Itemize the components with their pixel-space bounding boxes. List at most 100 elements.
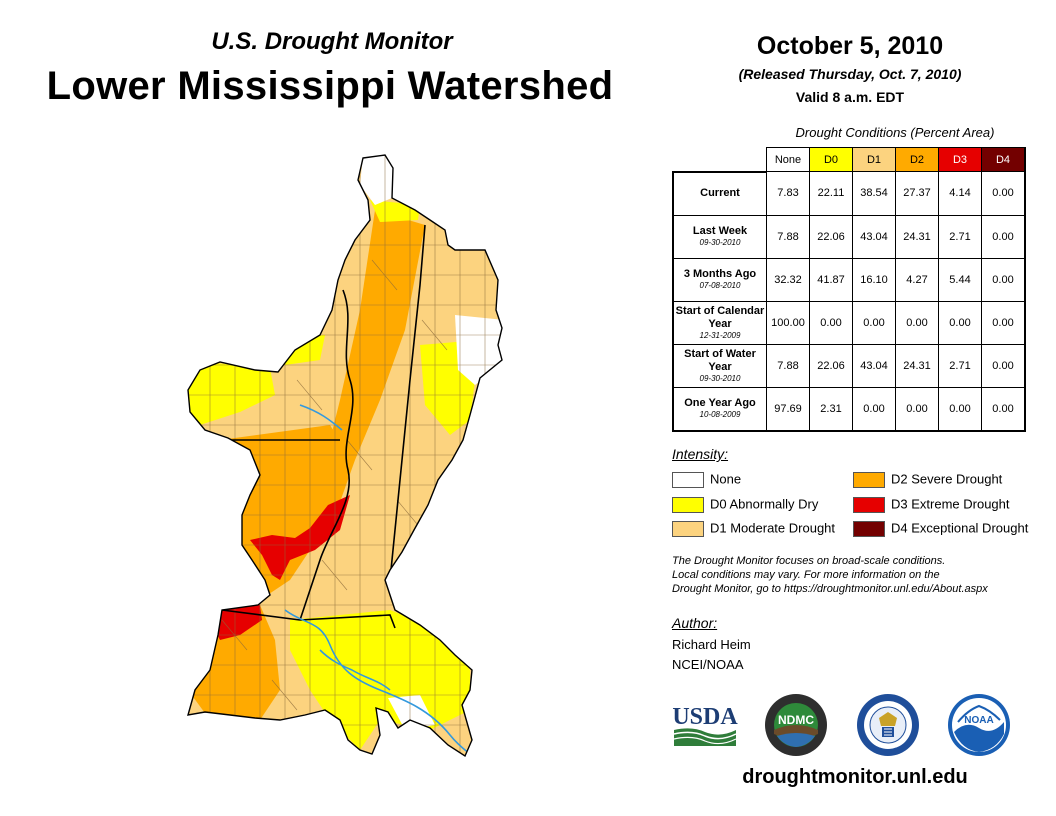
table-cell: 0.00 (895, 300, 939, 345)
row-label: 3 Months Ago 07-08-2010 (672, 257, 767, 302)
table-cell: 0.00 (981, 343, 1026, 388)
table-cell: 27.37 (895, 171, 939, 216)
table-row: 3 Months Ago 07-08-2010 32.32 41.87 16.10… (672, 257, 1026, 302)
table-cell: 0.00 (895, 386, 939, 432)
col-header-d0: D0 (809, 147, 853, 172)
legend-label: D0 Abnormally Dry (710, 496, 819, 512)
legend-item-d3: D3 Extreme Drought (853, 495, 1010, 513)
legend-swatch (853, 471, 885, 488)
table-cell: 2.31 (809, 386, 853, 432)
legend-label: D3 Extreme Drought (891, 496, 1010, 512)
row-date: 09-30-2010 (699, 238, 741, 247)
legend-label: D2 Severe Drought (891, 471, 1003, 487)
table-cell: 0.00 (809, 300, 853, 345)
table-cell: 0.00 (981, 214, 1026, 259)
row-label-text: Start of Water Year (684, 347, 756, 373)
map-title: Lower Mississippi Watershed (46, 64, 614, 108)
legend-swatch (853, 496, 885, 513)
row-label-text: Start of Calendar Year (675, 304, 765, 330)
col-header-d2: D2 (895, 147, 939, 172)
table-cell: 38.54 (852, 171, 896, 216)
table-cell: 0.00 (852, 386, 896, 432)
table-corner (673, 147, 767, 173)
table-cell: 0.00 (981, 386, 1026, 432)
table-cell: 0.00 (981, 171, 1026, 216)
legend-swatch (672, 520, 704, 537)
table-cell: 0.00 (981, 300, 1026, 345)
d0-zone-west (188, 360, 275, 425)
table-cell: 7.88 (766, 343, 810, 388)
table-cell: 41.87 (809, 257, 853, 302)
row-label: One Year Ago 10-08-2009 (672, 386, 767, 432)
col-header-d1: D1 (852, 147, 896, 172)
drought-map (187, 154, 503, 758)
table-cell: 4.27 (895, 257, 939, 302)
legend-swatch (672, 496, 704, 513)
legend-label: None (710, 471, 742, 487)
legend-title: Intensity: (672, 446, 729, 462)
usda-logo: USDA (672, 704, 738, 746)
table-cell: 24.31 (895, 214, 939, 259)
table-cell: 22.06 (809, 343, 853, 388)
legend-swatch (672, 471, 704, 488)
table-cell: 22.06 (809, 214, 853, 259)
table-cell: 16.10 (852, 257, 896, 302)
ndmc-logo: NDMC (765, 694, 827, 756)
table-cell: 22.11 (809, 171, 853, 216)
table-header-row: None D0 D1 D2 D3 D4 (673, 147, 1026, 173)
row-date: 10-08-2009 (699, 410, 741, 419)
table-cell: 100.00 (766, 300, 810, 345)
row-label-text: One Year Ago (684, 397, 756, 409)
row-label: Last Week 09-30-2010 (672, 214, 767, 259)
map-date: October 5, 2010 (756, 32, 944, 60)
col-header-d3: D3 (938, 147, 982, 172)
commerce-seal-logo (857, 694, 919, 756)
usda-logo-text: USDA (672, 704, 738, 730)
valid-time: Valid 8 a.m. EDT (795, 89, 905, 105)
col-header-d4: D4 (981, 147, 1026, 172)
table-cell: 97.69 (766, 386, 810, 432)
table-row: Current 7.83 22.11 38.54 27.37 4.14 0.00 (672, 171, 1026, 216)
note-line: Drought Monitor, go to https://droughtmo… (672, 583, 988, 595)
table-cell: 43.04 (852, 214, 896, 259)
release-date: (Released Thursday, Oct. 7, 2010) (738, 66, 962, 82)
legend-item-none: None (672, 470, 741, 488)
author-name: Richard Heim (672, 637, 751, 652)
note-line: The Drought Monitor focuses on broad-sca… (672, 555, 946, 567)
table-cell: 24.31 (895, 343, 939, 388)
watershed-outline (187, 154, 503, 758)
table-cell: 2.71 (938, 343, 982, 388)
table-cell: 0.00 (981, 257, 1026, 302)
table-caption: Drought Conditions (Percent Area) (795, 125, 995, 140)
row-date: 12-31-2009 (699, 330, 741, 340)
table-row: One Year Ago 10-08-2009 97.69 2.31 0.00 0… (672, 386, 1026, 432)
legend-item-d0: D0 Abnormally Dry (672, 495, 818, 513)
d3-zone-central (250, 495, 350, 580)
col-header-none: None (766, 147, 810, 172)
table-cell: 0.00 (938, 386, 982, 432)
row-date: 07-08-2010 (699, 281, 741, 290)
row-label: Start of Water Year 09-30-2010 (672, 343, 767, 388)
author-organization: NCEI/NOAA (672, 657, 744, 672)
table-cell: 7.88 (766, 214, 810, 259)
row-label-text: 3 Months Ago (683, 268, 757, 280)
table-cell: 0.00 (938, 300, 982, 345)
rivers (284, 404, 471, 755)
map-subtitle: U.S. Drought Monitor (211, 28, 453, 55)
table-row: Start of Calendar Year 12-31-2009 100.00 … (672, 300, 1026, 345)
table-cell: 32.32 (766, 257, 810, 302)
disclaimer-note: The Drought Monitor focuses on broad-sca… (672, 554, 1042, 596)
table-cell: 43.04 (852, 343, 896, 388)
website-url[interactable]: droughtmonitor.unl.edu (742, 766, 968, 788)
noaa-logo-text: NOAA (964, 715, 993, 726)
row-label: Start of Calendar Year 12-31-2009 (672, 300, 767, 345)
legend-label: D4 Exceptional Drought (891, 520, 1029, 536)
row-label-text: Current (700, 187, 740, 199)
table-cell: 4.14 (938, 171, 982, 216)
row-date: 09-30-2010 (699, 373, 741, 383)
none-zone-delta (388, 695, 435, 730)
row-label: Current (672, 171, 767, 216)
table-cell: 7.83 (766, 171, 810, 216)
table-cell: 5.44 (938, 257, 982, 302)
table-cell: 0.00 (852, 300, 896, 345)
